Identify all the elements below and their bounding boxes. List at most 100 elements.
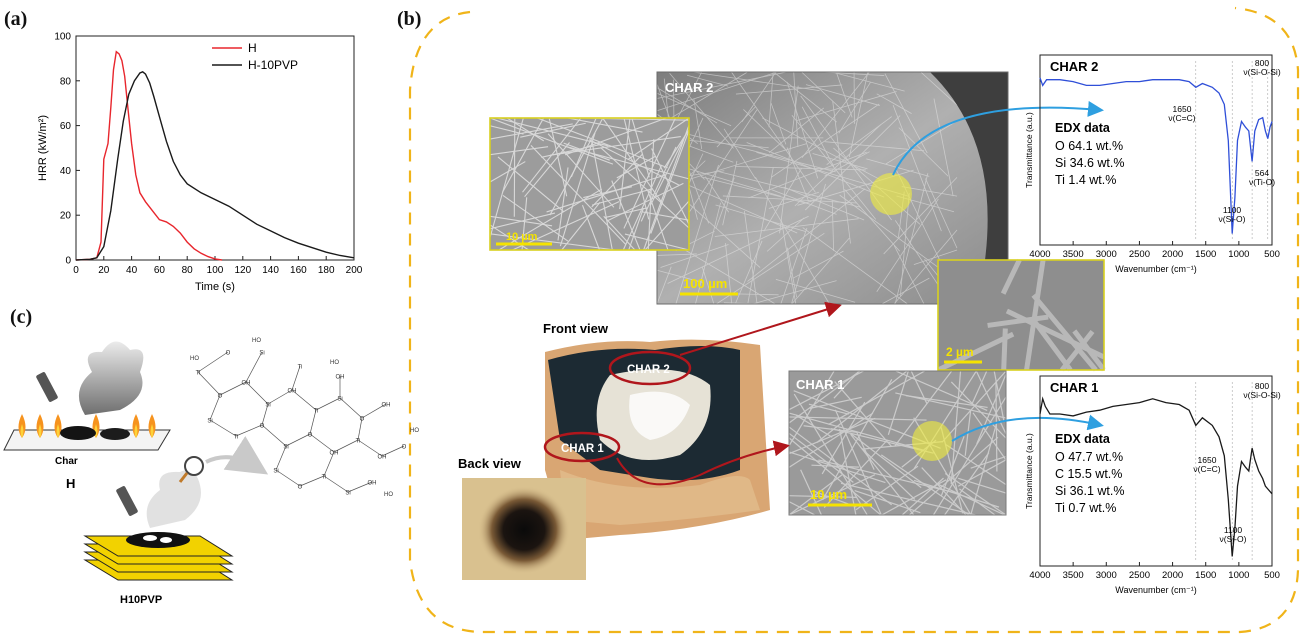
arrow-char1-to-spectrum: [951, 414, 1104, 442]
ftir-x-tick-label: 3500: [1063, 570, 1084, 581]
edx-value: Ti 0.7 wt.%: [1055, 501, 1116, 515]
ftir-x-tick-label: 1000: [1228, 570, 1249, 581]
fiber-strand: [567, 117, 643, 133]
bond-line: [347, 481, 373, 493]
hydroxyl-label: HO: [384, 492, 393, 498]
fiber-strand: [802, 227, 908, 305]
fiber-strand: [685, 109, 758, 218]
fiber-strand: [936, 331, 1015, 373]
flame-core: [150, 424, 154, 438]
sem-inset-2um: 2 µm: [936, 258, 1106, 373]
fiber-strand: [993, 370, 1005, 422]
atom-label: Ti: [314, 409, 319, 415]
fiber-strand: [831, 71, 905, 92]
atom-label: Si: [345, 491, 350, 497]
fiber-strand: [892, 104, 942, 232]
fiber-strand: [944, 452, 990, 516]
fiber-strand: [876, 198, 939, 292]
atom-label: Ti: [356, 439, 361, 445]
atom-label: O: [218, 394, 223, 400]
fiber-strand: [780, 227, 808, 305]
atom-label: OH: [368, 481, 377, 487]
schematic-h10pvp: H10PVP: [83, 470, 234, 606]
fiber-strand: [640, 146, 677, 222]
fiber-strand: [627, 117, 690, 161]
fiber-strand: [688, 143, 807, 180]
fiber-strand: [537, 117, 668, 169]
ftir-peak-wavenumber: 1100: [1224, 525, 1243, 535]
panel-label-a: (a): [4, 8, 28, 30]
fiber-strand: [921, 467, 967, 516]
fiber-strand: [883, 177, 958, 255]
ftir-peak-assignment: ν(C=C): [1193, 464, 1220, 474]
atom-label: O: [226, 351, 231, 357]
ftir-peak-wavenumber: 800: [1255, 58, 1269, 68]
fiber-strand: [945, 444, 1007, 486]
fiber-strand: [591, 142, 613, 251]
bond-line: [261, 403, 269, 426]
fiber-strand: [583, 186, 633, 199]
hrr-y-tick-label: 80: [60, 76, 72, 87]
fiber-strand: [716, 232, 825, 305]
fiber-strand: [800, 469, 822, 516]
bond-line: [219, 381, 247, 396]
hrr-x-tick-label: 160: [290, 265, 307, 276]
bond-line: [267, 389, 293, 405]
fiber-strand: [793, 71, 799, 147]
bond-line: [333, 439, 359, 453]
atom-label: O: [298, 485, 303, 491]
fiber-strand: [489, 212, 556, 230]
fiber-strand: [656, 92, 732, 127]
fiber-strand: [850, 433, 922, 489]
fiber-strand: [791, 237, 850, 305]
fiber-strand: [932, 396, 1007, 516]
fiber-strand: [783, 186, 865, 221]
fiber-strand: [958, 477, 1007, 494]
hrr-y-axis-label: HRR (kW/m²): [37, 115, 49, 181]
ftir-peak-wavenumber: 1650: [1173, 104, 1192, 114]
fiber-strand: [850, 433, 915, 516]
atom-label: Si: [259, 351, 264, 357]
hrr-x-tick-label: 80: [182, 265, 194, 276]
atom-label: O: [360, 417, 365, 423]
fiber-strand: [692, 71, 820, 91]
fiber-strand: [995, 381, 998, 472]
hrr-x-tick-label: 140: [262, 265, 279, 276]
ftir-char1-chart: 4000 3500 3000 2500 2000 1500 1000 500 Wavenumbe…: [1024, 375, 1281, 595]
fiber-strand: [970, 455, 1007, 469]
edx-title: EDX data: [1055, 432, 1111, 446]
bond-line: [245, 351, 263, 383]
fiber-strand: [839, 194, 943, 271]
fiber-strand: [824, 151, 870, 177]
sample-front-photo: [545, 339, 770, 540]
fiber-strand: [987, 314, 1049, 328]
fiber-strand: [489, 161, 526, 183]
ftir-plot-frame: [1039, 54, 1273, 246]
fiber-strand: [794, 124, 882, 207]
hrr-y-tick-label: 100: [54, 32, 71, 43]
ftir-x-tick-label: 1000: [1228, 249, 1249, 260]
fiber-strand: [972, 412, 1007, 461]
fiber-strand: [731, 71, 816, 193]
hydroxyl-label: HO: [410, 428, 419, 434]
arrow-to-network: [205, 436, 269, 475]
edx-value: Si 34.6 wt.%: [1055, 156, 1124, 170]
bond-line: [291, 389, 317, 411]
fiber-strand: [489, 117, 614, 165]
fiber-strand: [771, 189, 837, 215]
fiber-strand: [766, 217, 805, 252]
ftir-title: CHAR 1: [1050, 380, 1098, 395]
fiber-strand: [818, 459, 959, 495]
bond-line: [323, 451, 335, 477]
fiber-strand: [502, 117, 545, 193]
ftir-peak-wavenumber: 1100: [1223, 205, 1242, 215]
fiber-strand: [885, 120, 958, 165]
fiber-strand: [741, 71, 777, 122]
fiber-strand: [624, 233, 690, 251]
fiber-strand: [944, 473, 1007, 516]
fiber-strand: [801, 71, 870, 159]
fiber-strand: [781, 220, 797, 305]
atom-label: OH: [378, 455, 387, 461]
fiber-strand: [834, 381, 892, 447]
hrr-x-tick-label: 60: [154, 265, 166, 276]
